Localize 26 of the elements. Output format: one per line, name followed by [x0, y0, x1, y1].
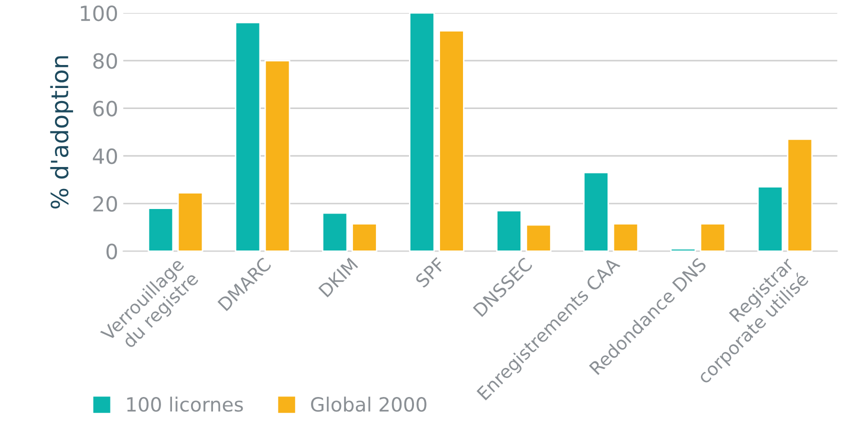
bar — [177, 192, 204, 252]
bar — [264, 60, 290, 252]
bar — [352, 223, 378, 252]
bar — [526, 224, 552, 252]
bar — [438, 30, 464, 252]
y-tick-label: 60 — [93, 100, 118, 116]
bar — [700, 223, 726, 252]
legend-label: Global 2000 — [311, 396, 426, 412]
legend-label: 100 licornes — [127, 396, 243, 412]
y-axis-title: % d'adoption — [50, 56, 74, 209]
y-tick-label: 100 — [80, 5, 118, 22]
y-tick-label: 80 — [93, 53, 118, 69]
x-tick-label: SPF — [414, 256, 446, 288]
bar — [148, 208, 174, 252]
bar — [786, 138, 813, 252]
bar — [234, 22, 261, 252]
y-tick-label: 0 — [106, 244, 118, 260]
bar — [583, 172, 609, 252]
bar — [757, 186, 784, 252]
bar — [670, 248, 696, 252]
bar — [322, 212, 348, 252]
bar — [496, 210, 522, 252]
bar — [409, 12, 435, 252]
y-tick-label: 20 — [93, 196, 118, 212]
y-tick-label: 40 — [92, 148, 118, 164]
bar — [612, 223, 639, 252]
